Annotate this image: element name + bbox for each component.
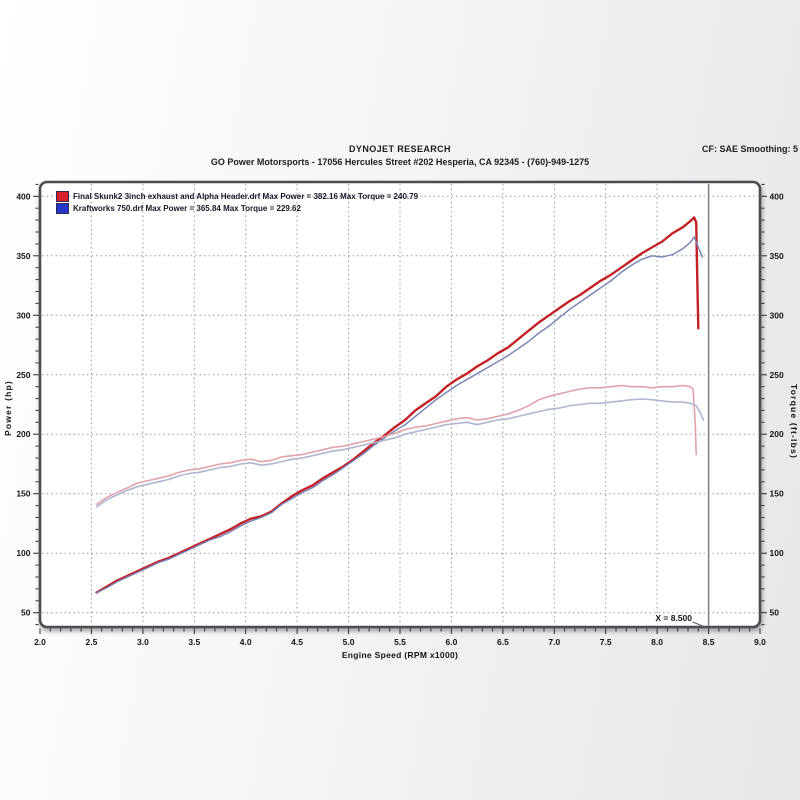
svg-text:8.5: 8.5 bbox=[703, 637, 715, 647]
svg-text:400: 400 bbox=[770, 191, 784, 201]
svg-text:200: 200 bbox=[16, 429, 30, 439]
svg-text:350: 350 bbox=[16, 251, 30, 261]
legend-swatch-red-icon bbox=[56, 191, 69, 202]
svg-text:4.5: 4.5 bbox=[291, 637, 303, 647]
engine-speed-axis-title: Engine Speed (RPM x1000) bbox=[341, 650, 459, 660]
legend: Final Skunk2 3inch exhaust and Alpha Hea… bbox=[56, 191, 418, 215]
svg-text:250: 250 bbox=[770, 370, 784, 380]
svg-text:3.0: 3.0 bbox=[137, 637, 149, 647]
svg-text:400: 400 bbox=[16, 191, 30, 201]
header-subtitle: GO Power Motorsports - 17056 Hercules St… bbox=[210, 157, 590, 167]
legend-label-skunk2: Final Skunk2 3inch exhaust and Alpha Hea… bbox=[73, 192, 419, 201]
correction-smoothing-readout: CF: SAE Smoothing: 5 bbox=[702, 144, 798, 154]
svg-text:8.0: 8.0 bbox=[651, 637, 663, 647]
series-power-0 bbox=[95, 216, 700, 594]
svg-text:5.5: 5.5 bbox=[394, 637, 406, 647]
cursor-x-readout: X = 8.500 bbox=[655, 613, 692, 623]
cursor-callout-line bbox=[692, 621, 708, 629]
svg-text:6.0: 6.0 bbox=[445, 637, 457, 647]
series-torque-2 bbox=[95, 384, 698, 506]
series-power-1 bbox=[95, 236, 704, 594]
svg-text:2.0: 2.0 bbox=[34, 637, 46, 647]
legend-row-kraftworks[interactable]: Kraftworks 750.drf Max Power = 365.84 Ma… bbox=[56, 203, 418, 214]
svg-text:3.5: 3.5 bbox=[188, 637, 200, 647]
svg-text:250: 250 bbox=[16, 370, 30, 380]
svg-text:150: 150 bbox=[770, 489, 784, 499]
legend-swatch-blue-icon bbox=[56, 203, 69, 214]
svg-text:50: 50 bbox=[21, 608, 31, 618]
legend-label-kraftworks: Kraftworks 750.drf Max Power = 365.84 Ma… bbox=[73, 204, 301, 213]
svg-text:350: 350 bbox=[770, 251, 784, 261]
power-axis-title: Power (hp) bbox=[3, 380, 13, 436]
svg-text:300: 300 bbox=[16, 310, 30, 320]
svg-text:4.0: 4.0 bbox=[240, 637, 252, 647]
svg-text:50: 50 bbox=[770, 608, 780, 618]
svg-text:300: 300 bbox=[770, 310, 784, 320]
svg-text:2.5: 2.5 bbox=[85, 637, 97, 647]
header-title: DYNOJET RESEARCH bbox=[349, 144, 451, 154]
svg-text:150: 150 bbox=[16, 489, 30, 499]
svg-text:7.0: 7.0 bbox=[548, 637, 560, 647]
series-torque-3 bbox=[95, 398, 705, 508]
svg-text:5.0: 5.0 bbox=[343, 637, 355, 647]
legend-row-skunk2[interactable]: Final Skunk2 3inch exhaust and Alpha Hea… bbox=[56, 191, 418, 202]
svg-text:7.5: 7.5 bbox=[600, 637, 612, 647]
svg-text:200: 200 bbox=[770, 429, 784, 439]
svg-text:100: 100 bbox=[770, 548, 784, 558]
svg-text:9.0: 9.0 bbox=[754, 637, 766, 647]
svg-text:100: 100 bbox=[16, 548, 30, 558]
torque-axis-title: Torque (ft-lbs) bbox=[789, 383, 799, 459]
svg-text:6.5: 6.5 bbox=[497, 637, 509, 647]
